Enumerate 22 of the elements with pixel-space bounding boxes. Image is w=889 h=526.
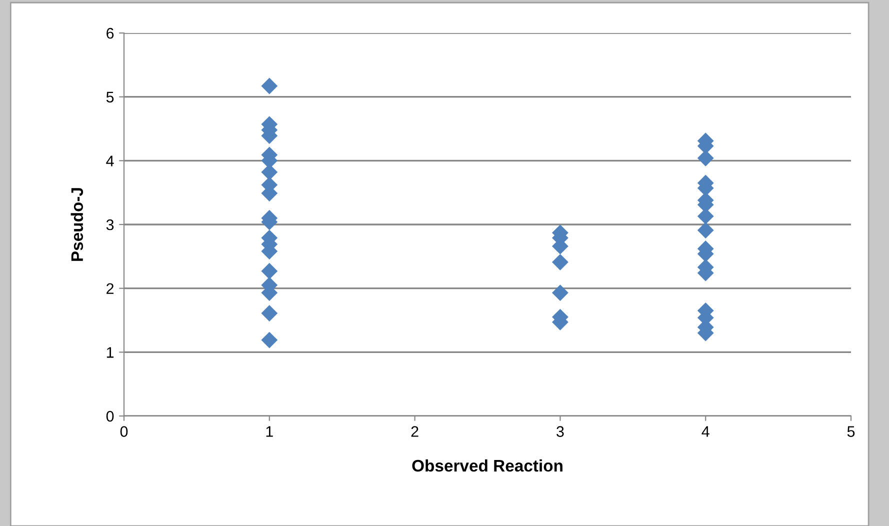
point [552,254,568,270]
x-axis-title: Observed Reaction [412,459,562,472]
point [261,78,278,94]
x-tick-label: 4 [702,426,710,437]
point [261,262,278,280]
y-tick-label: 6 [106,28,114,39]
y-tick-label: 2 [106,283,114,294]
point [697,222,714,238]
y-tick-label: 0 [106,410,114,422]
y-tick-label: 4 [106,156,114,166]
y-tick-label: 3 [106,219,114,230]
x-tick-label: 1 [266,426,273,437]
x-tick-label: 3 [556,426,564,437]
point [261,332,278,348]
x-tick-label: 2 [411,426,418,437]
x-tick-label: 5 [847,426,855,437]
point [552,284,568,302]
point [261,305,278,322]
y-tick-label: 1 [106,347,114,358]
y-axis-title: Pseudo-J [70,188,84,261]
x-tick-label: 0 [120,426,128,437]
y-tick-label: 5 [106,92,114,103]
